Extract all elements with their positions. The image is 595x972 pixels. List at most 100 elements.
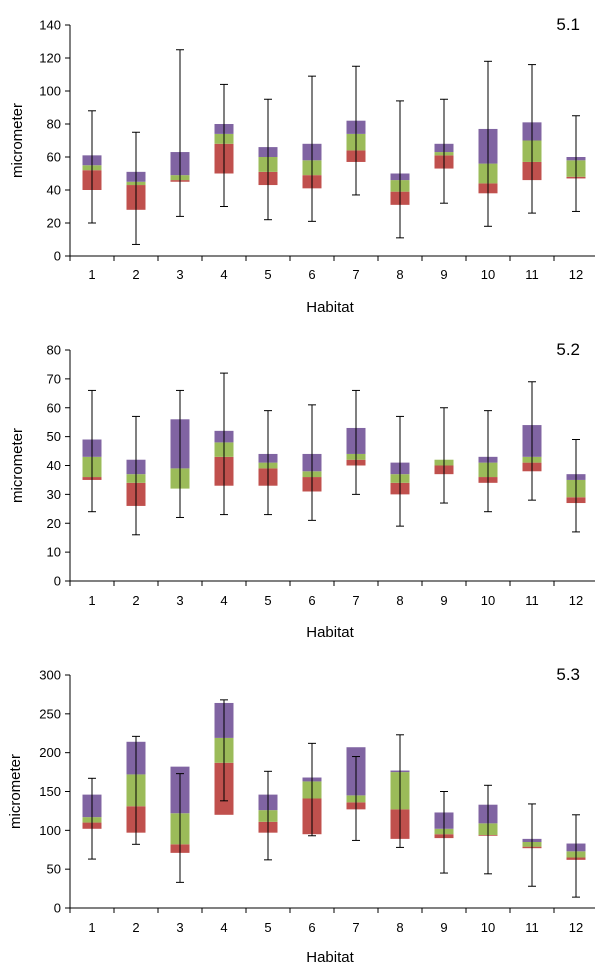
x-tick-label: 2 [132, 267, 139, 282]
x-tick-label: 6 [308, 267, 315, 282]
box-habitat-4 [214, 83, 234, 207]
box-habitat-7 [346, 747, 366, 841]
x-tick-label: 7 [352, 267, 359, 282]
y-axis-title: micrometer [7, 754, 24, 829]
x-tick-label: 4 [220, 593, 227, 608]
x-tick-label: 7 [352, 920, 359, 935]
box-habitat-6 [302, 404, 322, 521]
x-tick-label: 12 [569, 920, 583, 935]
x-tick-label: 9 [440, 593, 447, 608]
box-habitat-9 [434, 407, 454, 504]
y-tick-label: 40 [47, 458, 61, 473]
box-habitat-7 [346, 389, 366, 495]
y-tick-label: 150 [39, 784, 61, 799]
y-tick-label: 20 [47, 516, 61, 531]
x-tick-label: 11 [525, 920, 539, 935]
box-habitat-9 [434, 791, 454, 874]
y-tick-label: 0 [54, 901, 61, 916]
y-tick-label: 100 [39, 823, 61, 838]
y-tick-label: 120 [39, 51, 61, 66]
box-habitat-6 [302, 75, 322, 222]
box-habitat-10 [478, 60, 498, 227]
x-axis-title: Habitat [306, 299, 354, 316]
x-tick-label: 12 [569, 593, 583, 608]
box-habitat-7 [346, 65, 366, 196]
y-tick-label: 200 [39, 745, 61, 760]
y-tick-label: 50 [47, 862, 61, 877]
y-tick-label: 0 [54, 574, 61, 589]
x-tick-label: 6 [308, 593, 315, 608]
x-tick-label: 5 [264, 593, 271, 608]
box-habitat-2 [126, 131, 146, 245]
box-habitat-5 [258, 410, 278, 516]
x-tick-label: 2 [132, 920, 139, 935]
x-tick-label: 8 [396, 267, 403, 282]
y-tick-label: 140 [39, 18, 61, 33]
box-habitat-4 [214, 372, 234, 516]
box-habitat-9 [434, 98, 454, 204]
x-tick-label: 3 [176, 593, 183, 608]
x-tick-label: 2 [132, 593, 139, 608]
x-tick-label: 1 [88, 267, 95, 282]
box-habitat-1 [82, 389, 102, 513]
panel-label: 5.2 [556, 340, 580, 359]
x-tick-label: 10 [481, 593, 495, 608]
box-habitat-5 [258, 770, 278, 861]
x-tick-label: 11 [525, 267, 539, 282]
y-axis-title: micrometer [9, 428, 26, 503]
y-tick-label: 80 [47, 117, 61, 132]
x-tick-label: 4 [220, 920, 227, 935]
box-habitat-8 [390, 100, 410, 239]
x-axis-title: Habitat [306, 624, 354, 641]
x-tick-label: 8 [396, 593, 403, 608]
box-habitat-3 [170, 49, 190, 217]
x-tick-label: 12 [569, 267, 583, 282]
box-habitat-8 [390, 415, 410, 527]
box-habitat-1 [82, 110, 102, 224]
x-axis-title: Habitat [306, 949, 354, 966]
x-tick-label: 3 [176, 267, 183, 282]
x-tick-label: 3 [176, 920, 183, 935]
x-tick-label: 11 [525, 593, 539, 608]
box-habitat-1 [82, 777, 102, 860]
x-tick-label: 5 [264, 920, 271, 935]
box-habitat-10 [478, 784, 498, 875]
x-tick-label: 6 [308, 920, 315, 935]
box-habitat-2 [126, 415, 146, 536]
x-tick-label: 8 [396, 920, 403, 935]
x-tick-label: 10 [481, 267, 495, 282]
y-tick-label: 10 [47, 545, 61, 560]
y-tick-label: 40 [47, 183, 61, 198]
box-habitat-11 [522, 64, 542, 214]
y-tick-label: 300 [39, 668, 61, 683]
y-tick-label: 70 [47, 371, 61, 386]
box-habitat-6 [302, 742, 322, 837]
box-habitat-2 [126, 735, 146, 845]
panel-label: 5.3 [556, 665, 580, 684]
y-axis-title: micrometer [9, 103, 26, 178]
x-tick-label: 4 [220, 267, 227, 282]
box-habitat-3 [170, 766, 190, 883]
box-habitat-11 [522, 803, 542, 887]
x-tick-label: 7 [352, 593, 359, 608]
y-tick-label: 60 [47, 150, 61, 165]
box-habitat-11 [522, 381, 542, 501]
x-tick-label: 5 [264, 267, 271, 282]
box-habitat-5 [258, 98, 278, 221]
x-tick-label: 1 [88, 920, 95, 935]
box-habitat-12 [566, 439, 586, 533]
x-tick-label: 9 [440, 267, 447, 282]
y-tick-label: 60 [47, 400, 61, 415]
x-tick-label: 1 [88, 593, 95, 608]
box-habitat-12 [566, 115, 586, 212]
box-habitat-3 [170, 389, 190, 518]
x-tick-label: 10 [481, 920, 495, 935]
y-tick-label: 0 [54, 249, 61, 264]
y-tick-label: 80 [47, 343, 61, 358]
y-tick-label: 20 [47, 216, 61, 231]
